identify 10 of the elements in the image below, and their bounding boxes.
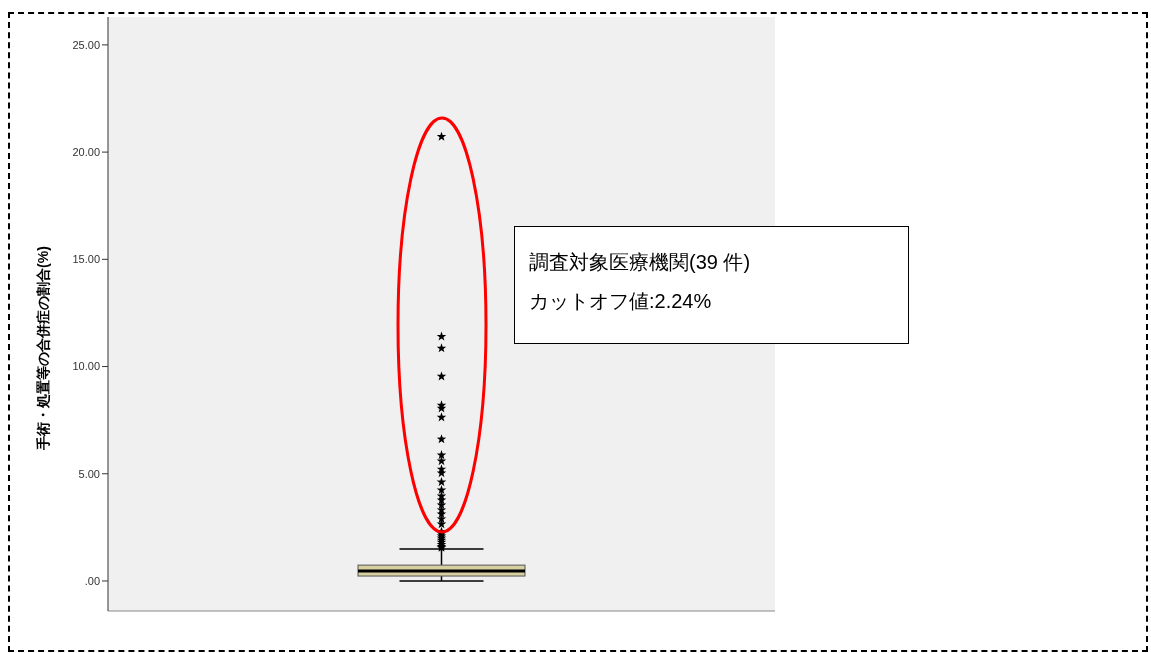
annotation: 調査対象医療機関(39 件) [529, 250, 752, 275]
y-tick-label: .00 [84, 574, 100, 587]
note-box: 調査対象医療機関(39 件) カットオフ値:2.24% [514, 226, 909, 344]
y-axis-title: 手術・処置等の合併症の割合(%) [35, 246, 51, 450]
y-tick-label: 20.00 [72, 146, 100, 158]
y-tick-label: 15.00 [72, 253, 100, 266]
y-tick-label: 25.00 [72, 38, 100, 51]
annotation: カットオフ値:2.24% [529, 289, 713, 314]
y-tick-label: 10.00 [72, 360, 100, 373]
y-tick-label: 5.00 [78, 467, 100, 480]
